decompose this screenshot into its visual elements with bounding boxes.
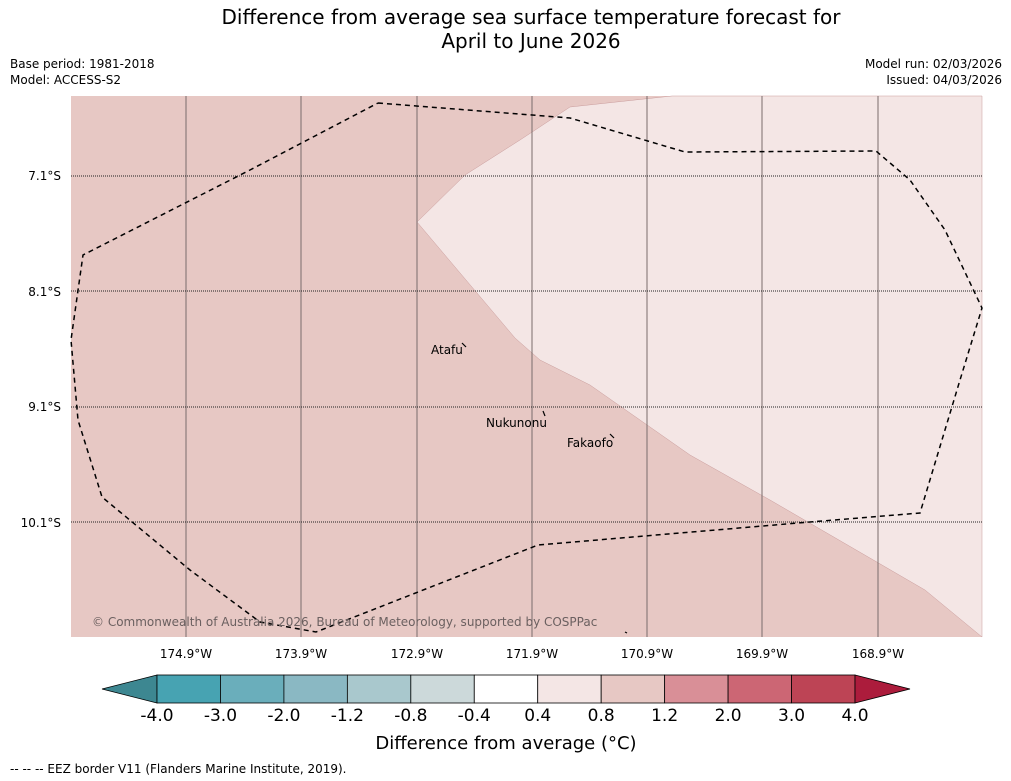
colorbar-swatch bbox=[791, 674, 856, 704]
fakaofo-island bbox=[609, 433, 615, 439]
colorbar-tick-label: 2.0 bbox=[715, 706, 742, 726]
colorbar-swatch bbox=[156, 674, 221, 704]
colorbar-tick-label: -2.0 bbox=[267, 706, 300, 726]
lat-label: 8.1°S bbox=[28, 285, 61, 299]
eez-footnote: -- -- -- EEZ border V11 (Flanders Marine… bbox=[10, 762, 347, 776]
lon-label: 169.9°W bbox=[736, 647, 788, 661]
lon-label: 171.9°W bbox=[506, 647, 558, 661]
issued-date: Issued: 04/03/2026 bbox=[886, 73, 1002, 87]
place-label-atafu: Atafu bbox=[431, 343, 463, 357]
colorbar-swatch bbox=[727, 674, 792, 704]
colorbar-swatch bbox=[346, 674, 412, 704]
copyright-text: © Commonwealth of Australia 2026, Bureau… bbox=[92, 615, 597, 629]
model-run: Model run: 02/03/2026 bbox=[864, 57, 1002, 71]
colorbar-tick-label: -0.4 bbox=[458, 706, 491, 726]
lat-label: 7.1°S bbox=[28, 169, 61, 183]
colorbar: -4.0 -3.0 -2.0 -1.2 -0.8 -0.4 0.4 0.8 1.2 2.0 3.0 4… bbox=[101, 674, 911, 726]
colorbar-swatch bbox=[537, 674, 602, 704]
colorbar-tick-label: 0.4 bbox=[524, 706, 551, 726]
lon-label: 168.9°W bbox=[852, 647, 904, 661]
lon-label: 170.9°W bbox=[621, 647, 673, 661]
colorbar-tick-label: 1.2 bbox=[651, 706, 678, 726]
colorbar-tick-label: -1.2 bbox=[331, 706, 364, 726]
place-label-nukunonu: Nukunonu bbox=[486, 416, 547, 430]
colorbar-tick-label: -4.0 bbox=[140, 706, 173, 726]
colorbar-tick-label: -3.0 bbox=[204, 706, 237, 726]
model-name: Model: ACCESS-S2 bbox=[10, 73, 122, 87]
meta-left: Base period: 1981-2018 Model: ACCESS-S2 bbox=[10, 56, 155, 88]
base-period: Base period: 1981-2018 bbox=[10, 57, 155, 71]
place-label-fakaofo: Fakaofo bbox=[567, 436, 613, 450]
chart-title: Difference from average sea surface temp… bbox=[0, 5, 1011, 53]
colorbar-swatch bbox=[283, 674, 348, 704]
lat-label: 10.1°S bbox=[21, 516, 61, 530]
colorbar-extension-low bbox=[101, 674, 158, 704]
title-line-2: April to June 2026 bbox=[441, 29, 621, 53]
colorbar-tick-label: 0.8 bbox=[588, 706, 615, 726]
nukunonu-island bbox=[542, 410, 546, 417]
minor-island-marker bbox=[624, 631, 628, 634]
lon-label: 173.9°W bbox=[275, 647, 327, 661]
colorbar-swatch bbox=[664, 674, 729, 704]
meta-right: Model run: 02/03/2026 Issued: 04/03/2026 bbox=[865, 56, 1002, 88]
colorbar-tick-label: -0.8 bbox=[394, 706, 427, 726]
colorbar-swatch bbox=[410, 674, 475, 704]
atafu-island bbox=[461, 342, 467, 348]
colorbar-swatch bbox=[220, 674, 285, 704]
title-line-1: Difference from average sea surface temp… bbox=[221, 5, 841, 29]
colorbar-swatch bbox=[600, 674, 666, 704]
lat-label: 9.1°S bbox=[28, 400, 61, 414]
colorbar-swatch bbox=[473, 674, 539, 704]
colorbar-tick-label: 4.0 bbox=[841, 706, 868, 726]
lon-label: 174.9°W bbox=[160, 647, 212, 661]
colorbar-title: Difference from average (°C) bbox=[375, 733, 636, 754]
anomaly-region-0.4-0.8 bbox=[416, 95, 983, 638]
colorbar-extension-high bbox=[854, 674, 911, 704]
colorbar-tick-label: 3.0 bbox=[778, 706, 805, 726]
lon-label: 172.9°W bbox=[391, 647, 443, 661]
